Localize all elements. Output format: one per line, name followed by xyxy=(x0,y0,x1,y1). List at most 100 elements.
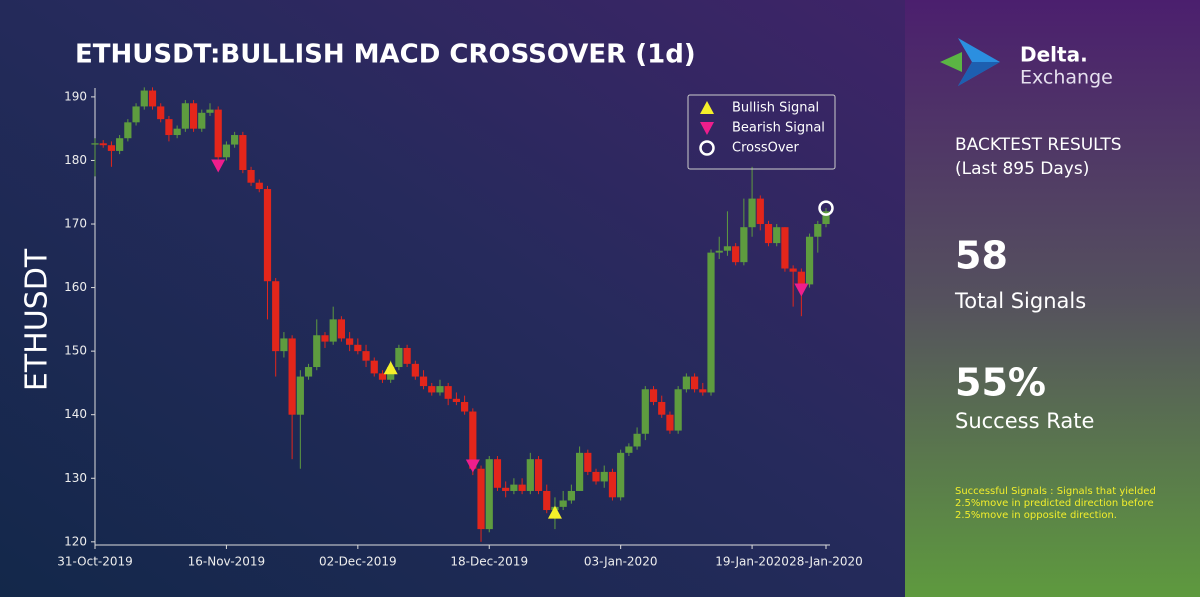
candle-body xyxy=(510,484,518,491)
candle-body xyxy=(658,401,666,415)
candle-body xyxy=(485,459,493,530)
candle-body xyxy=(723,246,732,251)
x-tick-label: 28-Jan-2020 xyxy=(789,555,863,569)
candle-body xyxy=(346,338,354,345)
candle-body xyxy=(789,268,797,272)
candle-body xyxy=(526,459,534,491)
candle-body xyxy=(682,376,690,390)
candle-body xyxy=(239,135,247,170)
footnote: 2.5%move in opposite direction. xyxy=(955,510,1117,521)
candle-body xyxy=(764,224,773,244)
candle-body xyxy=(157,106,165,120)
candle-body xyxy=(477,468,485,530)
candle-body xyxy=(231,135,239,145)
candle-body xyxy=(107,145,116,151)
candle-body xyxy=(674,389,682,431)
candle-body xyxy=(214,109,222,158)
footnote: 2.5%move in predicted direction before xyxy=(955,498,1154,509)
sidebar-period: (Last 895 Days) xyxy=(955,159,1089,179)
candle-body xyxy=(493,459,502,488)
candle-body xyxy=(584,452,592,472)
legend-marker xyxy=(699,140,715,156)
chart-background xyxy=(0,0,905,597)
signal-marker xyxy=(465,459,480,473)
candle-body xyxy=(247,169,255,183)
candle-body xyxy=(428,386,436,393)
candle-body xyxy=(608,471,617,498)
y-tick-label: 170 xyxy=(64,217,87,231)
candle-body xyxy=(567,490,575,501)
candle-body xyxy=(814,224,822,237)
y-tick-label: 120 xyxy=(64,534,87,548)
y-axis-label: ETHUSDT xyxy=(20,248,55,391)
legend-label: Bearish Signal xyxy=(732,121,825,136)
logo-icon xyxy=(940,38,1000,86)
y-tick-label: 190 xyxy=(64,89,87,103)
candle-body xyxy=(748,198,756,228)
candle-body xyxy=(666,414,674,431)
candle-body xyxy=(559,500,567,507)
candle-body xyxy=(707,252,715,393)
candle-body xyxy=(797,271,805,285)
y-tick-label: 130 xyxy=(64,471,87,485)
candle-body xyxy=(444,386,452,399)
candle-body xyxy=(592,471,600,482)
x-tick-label: 16-Nov-2019 xyxy=(188,555,266,569)
candle-body xyxy=(378,373,387,380)
candle-body xyxy=(740,227,748,263)
candle-body xyxy=(222,144,231,158)
stat-label: Success Rate xyxy=(955,409,1094,433)
candle-body xyxy=(370,360,378,374)
candle-body xyxy=(461,401,469,412)
candle-body xyxy=(690,376,699,390)
candle-body xyxy=(395,347,403,368)
candle-body xyxy=(181,103,189,129)
x-tick-label: 19-Jan-2020 xyxy=(715,555,789,569)
candle-body xyxy=(116,138,124,151)
legend-marker xyxy=(700,122,714,135)
candle-body xyxy=(272,281,280,352)
stat-value: 58 xyxy=(955,234,1008,278)
candle-body xyxy=(304,367,313,377)
candle-body xyxy=(189,103,198,129)
candle-body xyxy=(756,198,764,225)
candle-body xyxy=(403,347,411,364)
candle-body xyxy=(148,90,157,107)
candle-body xyxy=(633,433,641,447)
candle-body xyxy=(773,227,781,244)
legend-box xyxy=(687,94,836,170)
sidebar-heading: BACKTEST RESULTS xyxy=(955,135,1122,155)
candle-body xyxy=(165,119,173,136)
candle-body xyxy=(288,338,296,415)
candle-body xyxy=(822,211,830,225)
candle-body xyxy=(502,487,510,491)
candle-body xyxy=(543,490,551,511)
stat-value: 55% xyxy=(955,361,1046,405)
candle-body xyxy=(329,319,337,342)
signal-marker xyxy=(794,283,809,297)
candle-body xyxy=(649,389,658,402)
candle-body xyxy=(452,398,460,402)
legend-label: CrossOver xyxy=(732,141,800,156)
y-tick-label: 150 xyxy=(64,344,87,358)
signal-marker xyxy=(818,200,834,216)
candle-body xyxy=(641,389,649,434)
candle-body xyxy=(781,227,789,269)
x-tick-label: 03-Jan-2020 xyxy=(584,555,658,569)
candle-body xyxy=(411,363,419,377)
candle-body xyxy=(362,351,370,361)
candle-body xyxy=(575,452,584,491)
y-tick-label: 160 xyxy=(64,280,87,294)
x-tick-label: 02-Dec-2019 xyxy=(319,555,397,569)
y-tick-label: 140 xyxy=(64,407,87,421)
candle-body xyxy=(140,90,148,107)
chart-title: ETHUSDT:BULLISH MACD CROSSOVER (1d) xyxy=(75,40,696,70)
legend-marker xyxy=(700,101,714,114)
candle-body xyxy=(132,106,140,123)
candle-body xyxy=(805,236,814,285)
y-tick-label: 180 xyxy=(64,153,87,167)
candle-body xyxy=(534,459,543,491)
stat-label: Total Signals xyxy=(954,289,1086,313)
legend-label: Bullish Signal xyxy=(732,101,819,116)
